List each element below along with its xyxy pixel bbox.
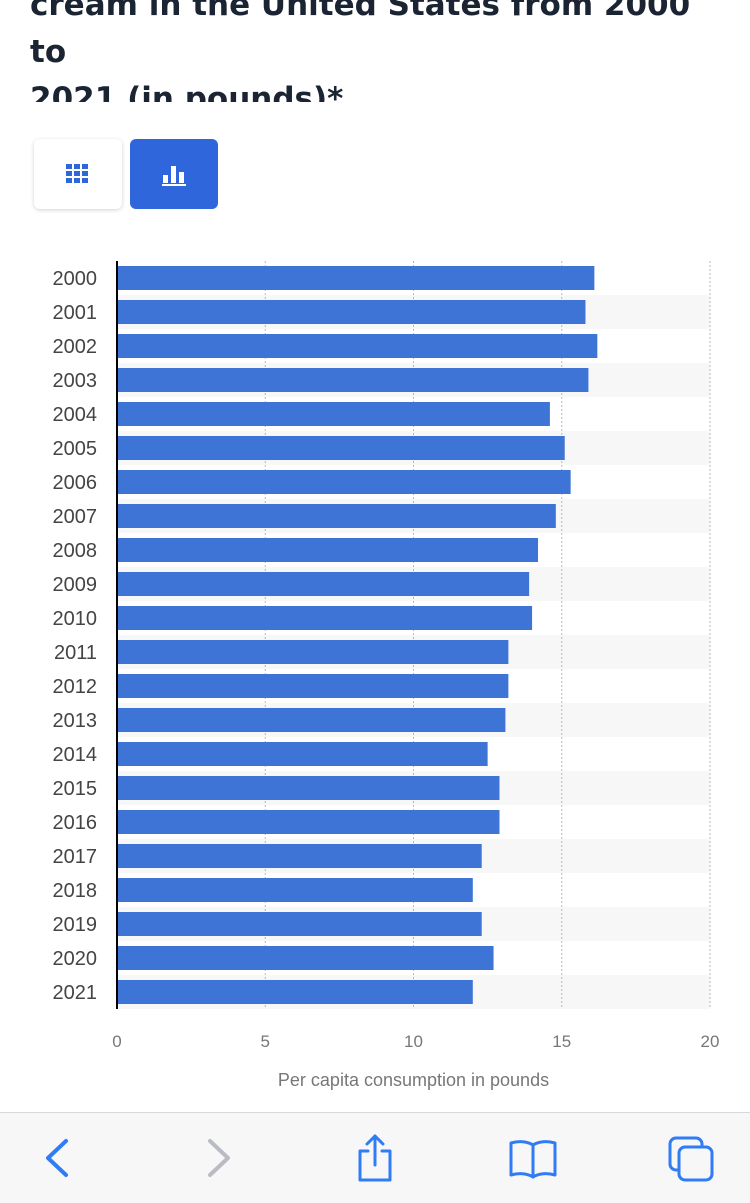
x-tick-label: 15: [552, 1032, 571, 1051]
y-tick-label: 2006: [53, 472, 98, 494]
y-tick-label: 2015: [53, 778, 98, 800]
browser-toolbar: [0, 1112, 750, 1203]
y-tick-label: 2021: [53, 982, 98, 1004]
y-tick-label: 2013: [53, 710, 98, 732]
grid-icon: [66, 164, 88, 183]
bar: [117, 504, 556, 528]
forward-button[interactable]: [194, 1133, 244, 1183]
share-icon: [358, 1134, 392, 1182]
bar: [117, 470, 571, 494]
bar: [117, 266, 595, 290]
y-tick-label: 2019: [53, 914, 98, 936]
bar: [117, 844, 482, 868]
tabs-button[interactable]: [666, 1133, 716, 1183]
y-tick-label: 2003: [53, 370, 98, 392]
bar: [117, 878, 473, 902]
bar: [117, 436, 565, 460]
bar: [117, 708, 506, 732]
title-line-1: cream in the United States from 2000 to: [30, 0, 691, 70]
bar: [117, 742, 488, 766]
y-tick-label: 2016: [53, 812, 98, 834]
bar: [117, 300, 586, 324]
chevron-right-icon: [208, 1139, 230, 1177]
bar: [117, 776, 500, 800]
chart-title: cream in the United States from 2000 to …: [30, 0, 730, 102]
tabs-icon: [668, 1136, 714, 1182]
bar: [117, 946, 494, 970]
bar-chart: 2000200120022003200420052006200720082009…: [53, 261, 720, 1090]
y-tick-label: 2014: [53, 744, 98, 766]
y-tick-label: 2000: [53, 268, 98, 290]
y-tick-label: 2007: [53, 506, 98, 528]
y-tick-label: 2004: [53, 404, 98, 426]
y-tick-label: 2017: [53, 846, 98, 868]
bar: [117, 334, 598, 358]
bar: [117, 368, 589, 392]
y-tick-label: 2011: [54, 642, 97, 664]
back-button[interactable]: [32, 1133, 82, 1183]
y-tick-label: 2001: [53, 302, 98, 324]
book-icon: [509, 1140, 557, 1179]
y-tick-label: 2005: [53, 438, 98, 460]
bar: [117, 572, 530, 596]
bar: [117, 980, 473, 1004]
x-tick-label: 5: [261, 1032, 270, 1051]
bar: [117, 674, 509, 698]
bar: [117, 810, 500, 834]
table-view-button[interactable]: [34, 139, 122, 209]
chevron-left-icon: [46, 1139, 68, 1177]
y-tick-label: 2018: [53, 880, 98, 902]
title-line-2: 2021 (in pounds)*: [30, 81, 344, 102]
bar: [117, 538, 539, 562]
y-tick-label: 2012: [53, 676, 98, 698]
bar: [117, 606, 533, 630]
x-tick-label: 0: [112, 1032, 121, 1051]
y-tick-label: 2020: [53, 948, 98, 970]
y-tick-label: 2009: [53, 574, 98, 596]
bar: [117, 640, 509, 664]
share-button[interactable]: [350, 1133, 400, 1183]
bar: [117, 912, 482, 936]
bar-chart-icon: [162, 166, 186, 186]
x-axis-title: Per capita consumption in pounds: [278, 1070, 549, 1090]
bookmarks-button[interactable]: [508, 1133, 558, 1183]
y-tick-label: 2002: [53, 336, 98, 358]
x-tick-label: 20: [701, 1032, 720, 1051]
x-tick-label: 10: [404, 1032, 423, 1051]
y-tick-label: 2010: [53, 608, 98, 630]
chart-view-button[interactable]: [130, 139, 218, 209]
bar: [117, 402, 550, 426]
y-tick-label: 2008: [53, 540, 98, 562]
